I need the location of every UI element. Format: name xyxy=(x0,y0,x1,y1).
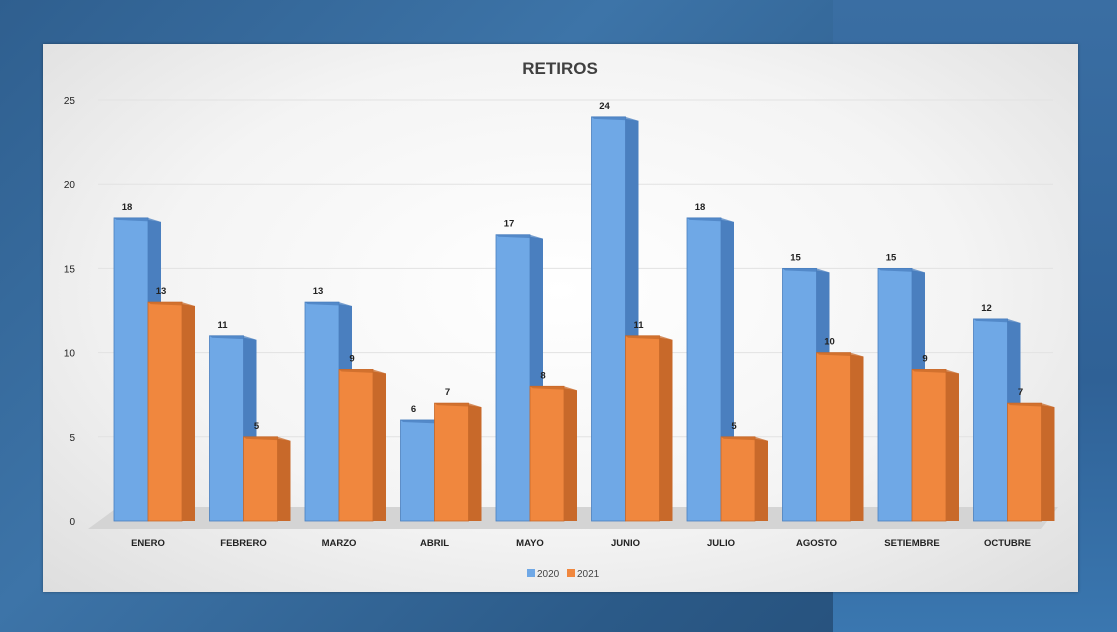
bar-front xyxy=(974,319,1008,521)
bar-front xyxy=(496,235,530,521)
x-tick-label: MARZO xyxy=(322,538,357,549)
bar-side-face xyxy=(1042,405,1055,521)
bar-side-face xyxy=(564,388,577,521)
chart-title: RETIROS xyxy=(522,59,598,78)
bar-front xyxy=(626,336,660,521)
y-axis: 0 5 10 15 20 25 xyxy=(64,96,76,528)
y-tick-label: 20 xyxy=(64,180,76,191)
data-label: 5 xyxy=(254,421,260,432)
bar-front xyxy=(401,420,435,521)
bar-front xyxy=(783,268,817,521)
bar-side-face xyxy=(946,371,959,521)
legend: 2020 2021 xyxy=(527,569,600,580)
x-tick-label: OCTUBRE xyxy=(984,538,1031,549)
data-label: 15 xyxy=(886,252,897,263)
bar-front xyxy=(592,117,626,521)
bar-2021-agosto: 10 xyxy=(817,337,864,521)
bar-side-face xyxy=(278,439,291,521)
x-tick-label: AGOSTO xyxy=(796,538,837,549)
bar-2021-enero: 13 xyxy=(148,286,195,521)
bar-side-face xyxy=(660,338,673,521)
bar-front xyxy=(817,353,851,521)
bar-side-face xyxy=(373,371,386,521)
data-label: 12 xyxy=(981,303,992,314)
bar-side-face xyxy=(182,304,195,521)
data-label: 11 xyxy=(217,320,228,331)
legend-swatch xyxy=(567,569,575,577)
data-label: 24 xyxy=(599,101,610,112)
bar-front xyxy=(305,302,339,521)
legend-swatch xyxy=(527,569,535,577)
x-tick-label: ENERO xyxy=(131,538,165,549)
data-label: 18 xyxy=(695,202,706,213)
bar-front xyxy=(530,386,564,521)
data-label: 9 xyxy=(349,353,354,364)
bar-front xyxy=(339,369,373,521)
data-label: 18 xyxy=(122,202,133,213)
legend-entry: 2020 xyxy=(537,569,560,580)
bar-2021-marzo: 9 xyxy=(339,353,386,521)
y-tick-label: 25 xyxy=(64,96,76,107)
data-label: 5 xyxy=(731,421,737,432)
bars: 18 13 11 5 13 9 6 7 17 8 24 11 18 5 15 10 15 9 12 7 xyxy=(114,101,1055,521)
bar-front xyxy=(721,437,755,521)
data-label: 9 xyxy=(922,353,927,364)
bar-2021-mayo: 8 xyxy=(530,370,577,521)
x-tick-label: JULIO xyxy=(707,538,735,549)
data-label: 10 xyxy=(824,337,835,348)
bar-front xyxy=(435,403,469,521)
bar-front xyxy=(210,336,244,521)
x-tick-label: SETIEMBRE xyxy=(884,538,939,549)
data-label: 13 xyxy=(313,286,324,297)
bar-front xyxy=(878,268,912,521)
bar-2021-abril: 7 xyxy=(435,387,482,521)
x-axis: ENERO FEBRERO MARZO ABRIL MAYO JUNIO JULIO AGOS… xyxy=(131,538,1031,549)
data-label: 7 xyxy=(445,387,450,398)
bar-front xyxy=(244,437,278,521)
bar-front xyxy=(912,369,946,521)
y-tick-label: 15 xyxy=(64,264,76,275)
y-tick-label: 0 xyxy=(69,517,75,528)
bar-side-face xyxy=(851,355,864,521)
bar-front xyxy=(148,302,182,521)
legend-entry: 2021 xyxy=(577,569,600,580)
data-label: 7 xyxy=(1018,387,1023,398)
data-label: 6 xyxy=(411,404,416,415)
bar-2021-setiembre: 9 xyxy=(912,353,959,521)
chart-card: RETIROS 0 5 10 15 20 25 18 13 11 5 13 9 6 7 17 8 24 11 18… xyxy=(43,44,1078,592)
y-tick-label: 10 xyxy=(64,349,76,360)
y-tick-label: 5 xyxy=(69,433,75,444)
data-label: 17 xyxy=(504,219,515,230)
data-label: 8 xyxy=(540,370,545,381)
bar-side-face xyxy=(469,405,482,521)
data-label: 13 xyxy=(156,286,167,297)
bar-2021-octubre: 7 xyxy=(1008,387,1055,521)
data-label: 15 xyxy=(790,252,801,263)
x-tick-label: MAYO xyxy=(516,538,544,549)
x-tick-label: ABRIL xyxy=(420,538,449,549)
x-tick-label: FEBRERO xyxy=(220,538,266,549)
bar-front xyxy=(114,218,148,521)
data-label: 11 xyxy=(633,320,644,331)
x-tick-label: JUNIO xyxy=(611,538,640,549)
bar-side-face xyxy=(755,439,768,521)
bar-front xyxy=(687,218,721,521)
bar-front xyxy=(1008,403,1042,521)
bar-2021-junio: 11 xyxy=(626,320,673,521)
